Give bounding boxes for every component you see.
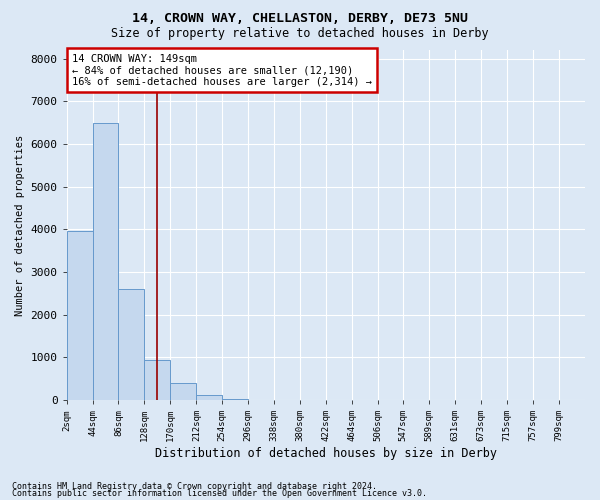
- Bar: [92, 122, 118, 400]
- Text: Contains public sector information licensed under the Open Government Licence v3: Contains public sector information licen…: [12, 489, 427, 498]
- Bar: [118, 289, 145, 400]
- X-axis label: Distribution of detached houses by size in Derby: Distribution of detached houses by size …: [155, 447, 497, 460]
- Text: Size of property relative to detached houses in Derby: Size of property relative to detached ho…: [111, 28, 489, 40]
- Text: Contains HM Land Registry data © Crown copyright and database right 2024.: Contains HM Land Registry data © Crown c…: [12, 482, 377, 491]
- Bar: [222, 399, 248, 400]
- Text: 14, CROWN WAY, CHELLASTON, DERBY, DE73 5NU: 14, CROWN WAY, CHELLASTON, DERBY, DE73 5…: [132, 12, 468, 26]
- Text: 14 CROWN WAY: 149sqm
← 84% of detached houses are smaller (12,190)
16% of semi-d: 14 CROWN WAY: 149sqm ← 84% of detached h…: [72, 54, 372, 86]
- Bar: [145, 360, 170, 400]
- Bar: [196, 394, 222, 400]
- Y-axis label: Number of detached properties: Number of detached properties: [15, 134, 25, 316]
- Bar: [67, 232, 92, 400]
- Bar: [170, 383, 196, 400]
